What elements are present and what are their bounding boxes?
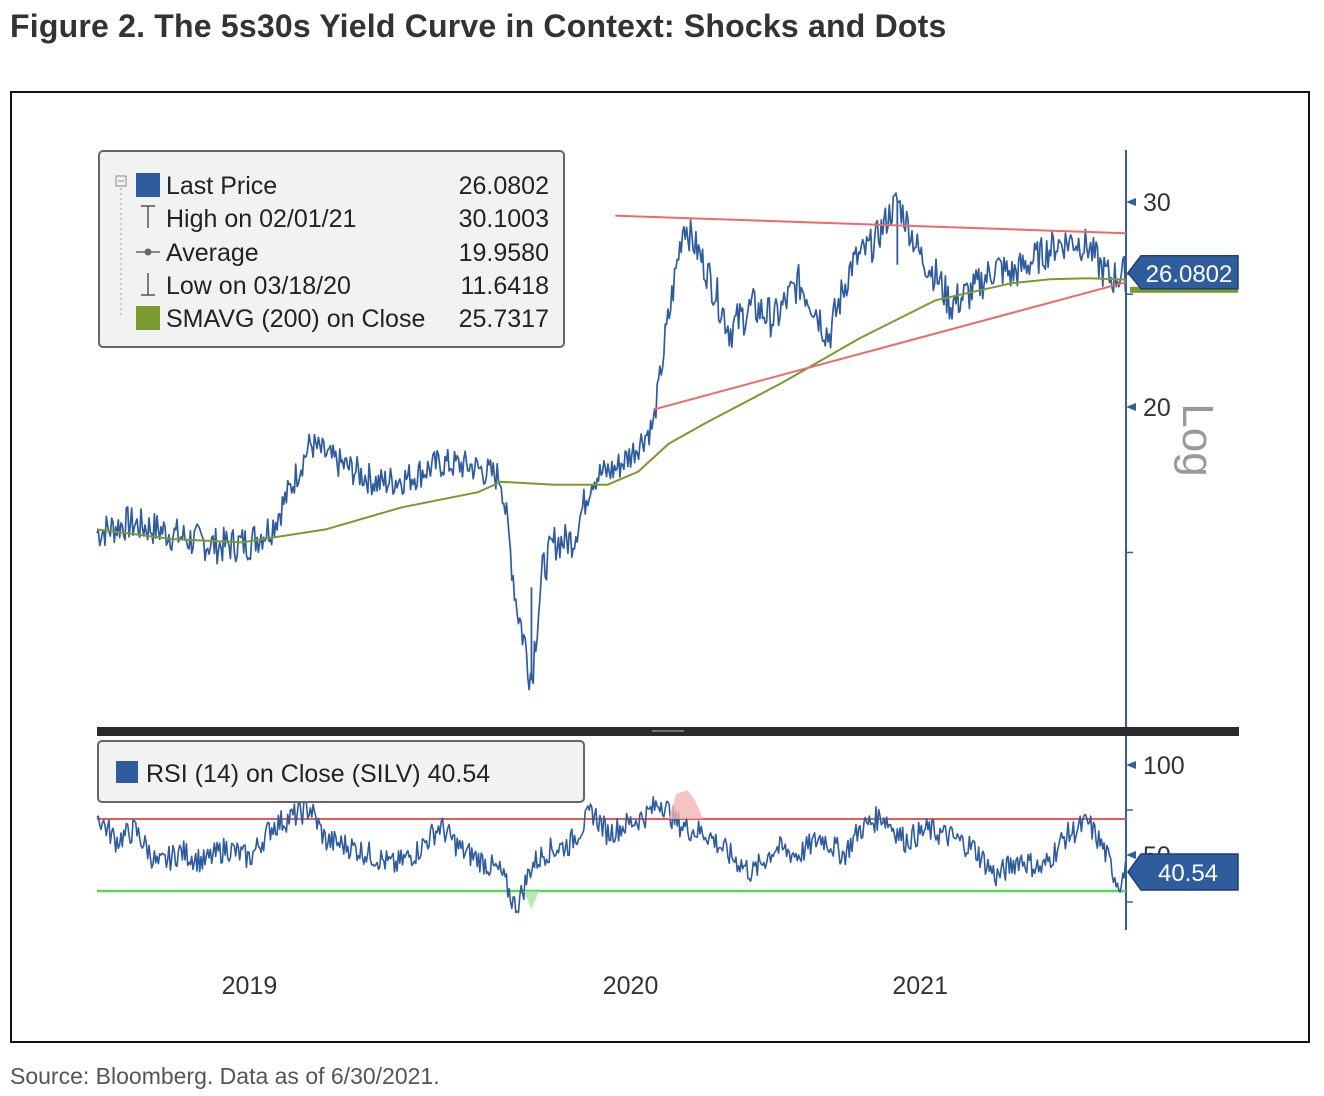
price-legend: Last Price 26.0802 High on 02/01/21 30.1003… bbox=[98, 150, 565, 348]
legend-box bbox=[98, 150, 565, 348]
rsi-oversold-shade bbox=[523, 891, 540, 909]
smavg-tag-strip bbox=[1130, 286, 1238, 293]
legend-label-4: SMAVG (200) on Close bbox=[166, 305, 425, 333]
legend-value-4: 25.7317 bbox=[459, 305, 549, 333]
y-scale-label: Log bbox=[1173, 403, 1222, 476]
last-price-tag-label: 26.0802 bbox=[1146, 261, 1233, 288]
last-price-tag bbox=[1127, 255, 1239, 290]
legend-label-0: Last Price bbox=[166, 172, 277, 200]
series-line-smavg bbox=[96, 277, 1127, 544]
rsi-tick-marker-100 bbox=[1126, 761, 1136, 769]
series-line-rsi bbox=[96, 796, 1127, 914]
chart-structure: 2030Log10050201920202021 bbox=[97, 150, 1239, 1000]
rsi-panel: 40.54 bbox=[96, 790, 1239, 914]
legend-value-1: 30.1003 bbox=[459, 205, 549, 233]
x-tick-label-2019: 2019 bbox=[222, 972, 278, 1000]
series-line-last-price bbox=[96, 192, 1127, 691]
legend-label-1: High on 02/01/21 bbox=[166, 205, 356, 233]
rsi-legend-swatch bbox=[116, 761, 138, 783]
rsi-value-tag bbox=[1127, 853, 1239, 891]
legend-value-0: 26.0802 bbox=[459, 172, 549, 200]
collapse-icon bbox=[115, 175, 127, 187]
legend-label-2: Average bbox=[166, 239, 259, 267]
rsi-tick-label-100: 100 bbox=[1143, 752, 1185, 780]
rsi-legend-box bbox=[97, 740, 585, 803]
y-tick-label-30: 30 bbox=[1143, 189, 1171, 217]
average-marker-dot bbox=[144, 248, 152, 256]
y-tick-marker-30 bbox=[1126, 198, 1136, 206]
figure-title: Figure 2. The 5s30s Yield Curve in Conte… bbox=[10, 8, 947, 44]
legend-value-2: 19.9580 bbox=[459, 239, 549, 267]
legend-swatch-smavg bbox=[136, 306, 160, 330]
source-note: Source: Bloomberg. Data as of 6/30/2021. bbox=[10, 1063, 440, 1089]
y-tick-label-20: 20 bbox=[1143, 394, 1171, 422]
rsi-value-tag-label: 40.54 bbox=[1158, 860, 1218, 887]
rsi-tick-marker-50 bbox=[1126, 851, 1136, 859]
rsi-legend-label: RSI (14) on Close (SILV) 40.54 bbox=[146, 760, 490, 788]
rsi-legend: RSI (14) on Close (SILV) 40.54 bbox=[97, 740, 585, 803]
legend-swatch-last-price bbox=[136, 173, 160, 197]
y-tick-marker-20 bbox=[1126, 403, 1136, 411]
trendline-lower bbox=[653, 281, 1127, 411]
x-tick-label-2020: 2020 bbox=[603, 972, 659, 1000]
trendline-upper bbox=[615, 214, 1127, 235]
x-tick-label-2021: 2021 bbox=[892, 972, 948, 1000]
rsi-overbought-shade bbox=[668, 790, 703, 819]
price-panel: 26.0802 bbox=[96, 192, 1239, 691]
legend-label-3: Low on 03/18/20 bbox=[166, 272, 351, 300]
legend-value-3: 11.6418 bbox=[460, 272, 549, 300]
